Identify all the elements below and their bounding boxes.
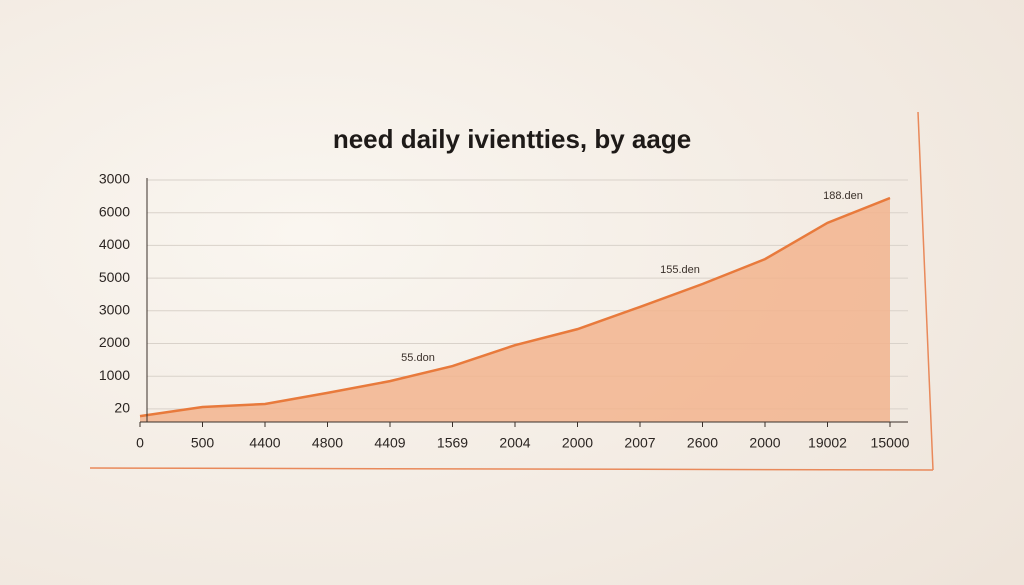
x-tick-label: 19002 <box>808 435 847 451</box>
y-tick-label: 1000 <box>99 367 130 383</box>
x-tick-label: 500 <box>191 435 215 451</box>
x-tick-label: 4400 <box>249 435 280 451</box>
line <box>139 196 891 418</box>
frame-line <box>917 111 934 471</box>
x-tick-label: 2000 <box>562 435 593 451</box>
area <box>140 197 890 422</box>
y-tick-label: 20 <box>114 400 130 416</box>
y-tick-label: 3000 <box>99 171 130 187</box>
y-tick-label: 2000 <box>99 334 130 350</box>
x-tick-label: 4800 <box>312 435 343 451</box>
frame-line <box>89 467 934 471</box>
y-tick-label: 4000 <box>99 236 130 252</box>
y-tick-label: 5000 <box>99 269 130 285</box>
y-tick-label: 6000 <box>99 203 130 219</box>
x-tick-label: 2000 <box>749 435 780 451</box>
plot-area: 20 1000 2000 3000 5000 4000 6000 3000 0 500 4400 48… <box>99 171 910 451</box>
y-tick-label: 3000 <box>99 302 130 318</box>
chart-title: need daily ivientties, by aage <box>333 124 691 154</box>
x-tick-label: 4409 <box>374 435 405 451</box>
x-tick-label: 0 <box>136 435 144 451</box>
x-tick-label: 1569 <box>437 435 468 451</box>
annotation: 155.den <box>660 264 700 276</box>
annotation: 55.don <box>401 352 435 364</box>
x-tick-label: 2007 <box>624 435 655 451</box>
annotation: 188.den <box>823 190 863 202</box>
x-tick-label: 2004 <box>499 435 530 451</box>
x-tick-label: 15000 <box>871 435 910 451</box>
x-tick-label: 2600 <box>687 435 718 451</box>
